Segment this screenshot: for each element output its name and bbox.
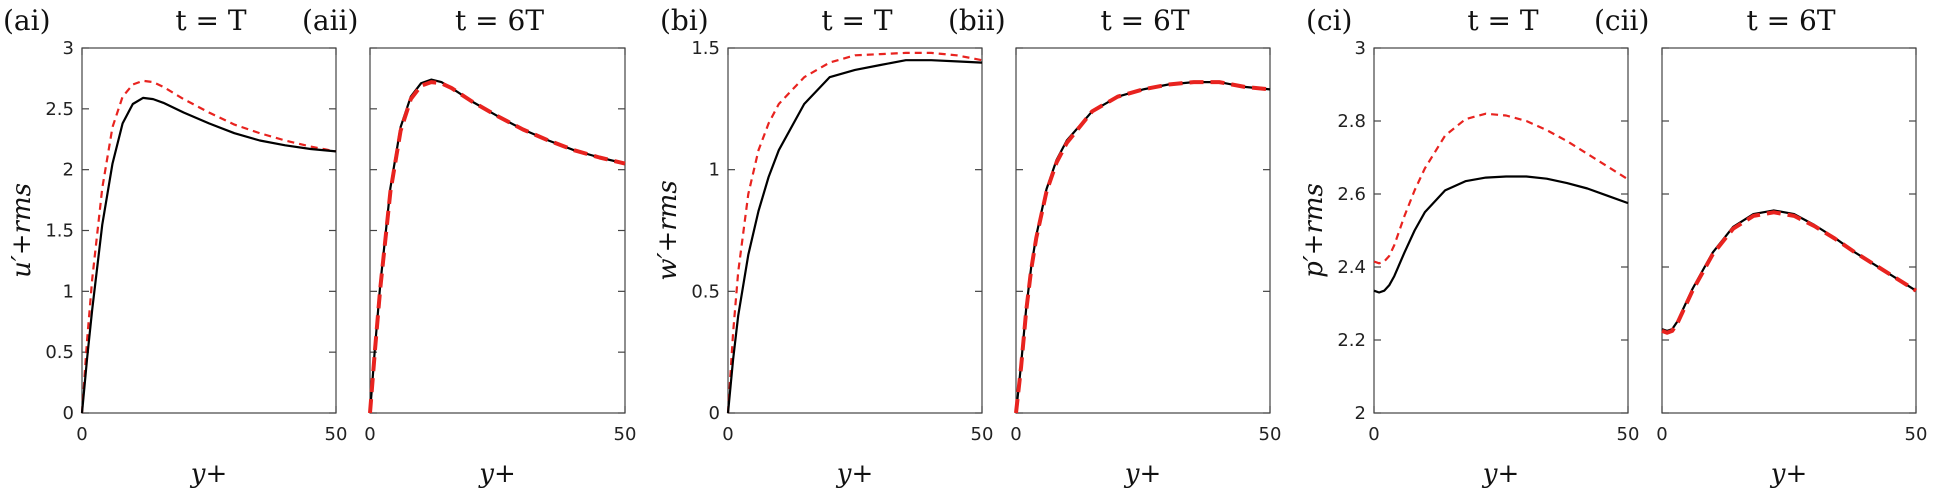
axes-box — [727, 47, 983, 414]
y-tick-label: 3 — [63, 38, 74, 59]
y-tick-label: 0 — [709, 403, 720, 424]
x-tick-label: 0 — [1368, 424, 1379, 445]
series-line-solid — [1373, 175, 1629, 294]
series-line-solid — [368, 78, 626, 414]
x-tick-label: 50 — [1617, 424, 1640, 445]
series-line-solid — [1661, 209, 1917, 332]
panel-2: 0 50 (aii) t = 6T y+ — [302, 4, 636, 489]
y-tick-label: 3 — [1355, 38, 1366, 59]
x-tick-label: 50 — [1259, 424, 1282, 445]
panel-title: t = T — [821, 4, 893, 37]
x-tick-label: 0 — [364, 424, 375, 445]
x-tick-label: 0 — [76, 424, 87, 445]
series-line-dashed — [1661, 210, 1918, 335]
y-tick-label: 2.4 — [1337, 257, 1366, 278]
y-axis-label: p′+rms — [1299, 183, 1329, 278]
y-tick-label: 0.5 — [691, 281, 720, 302]
x-tick-label: 50 — [325, 424, 348, 445]
panel-label: (bii) — [948, 4, 1006, 37]
series-line-dashed — [368, 80, 626, 414]
x-tick-label: 0 — [1656, 424, 1667, 445]
y-tick-label: 2.5 — [45, 99, 74, 120]
x-axis-label: y+ — [190, 459, 227, 489]
panel-5: 2 2.2 2.4 2.6 2.8 3 0 50 (ci) t = T y+ p′+rms — [1299, 4, 1639, 489]
y-axis-label: u′+rms — [7, 183, 37, 278]
panel-title: t = 6T — [1746, 4, 1835, 37]
x-tick-label: 50 — [614, 424, 637, 445]
series-line-dashed — [1373, 112, 1629, 265]
y-tick-label: 1.5 — [45, 221, 74, 242]
x-axis-label: y+ — [1770, 459, 1807, 489]
x-axis-label: y+ — [478, 459, 515, 489]
panel-3: 0 0.5 1 1.5 0 50 (bi) t = T y+ w′+rms — [653, 4, 993, 489]
panel-label: (ai) — [3, 4, 51, 37]
y-tick-label: 1 — [709, 160, 720, 181]
x-axis-label: y+ — [1482, 459, 1519, 489]
axes-box — [1373, 47, 1629, 414]
panel-label: (ci) — [1306, 4, 1352, 37]
x-tick-label: 50 — [971, 424, 994, 445]
panel-4: 0 50 (bii) t = 6T y+ — [948, 4, 1281, 489]
panel-label: (bi) — [660, 4, 709, 37]
y-tick-label: 2 — [1355, 403, 1366, 424]
series-line-dashed — [80, 79, 337, 414]
axes-box — [1661, 47, 1917, 414]
series-line-solid — [726, 59, 983, 414]
y-tick-label: 2.8 — [1337, 111, 1366, 132]
panel-title: t = 6T — [455, 4, 544, 37]
series-line-solid — [1014, 81, 1271, 414]
y-tick-label: 1 — [63, 281, 74, 302]
panel-label: (cii) — [1594, 4, 1649, 37]
y-tick-label: 0 — [63, 403, 74, 424]
x-axis-label: y+ — [836, 459, 873, 489]
y-tick-label: 1.5 — [691, 38, 720, 59]
panel-title: t = T — [175, 4, 247, 37]
series-line-dashed — [726, 51, 983, 414]
panel-6: 0 50 (cii) t = 6T y+ — [1594, 4, 1927, 489]
panel-label: (aii) — [302, 4, 358, 37]
y-tick-label: 2.2 — [1337, 330, 1366, 351]
y-axis-label: w′+rms — [653, 180, 683, 280]
x-axis-label: y+ — [1124, 459, 1161, 489]
x-tick-label: 0 — [1010, 424, 1021, 445]
x-tick-label: 0 — [722, 424, 733, 445]
panel-title: t = T — [1467, 4, 1539, 37]
y-tick-label: 2 — [63, 160, 74, 181]
y-tick-label: 0.5 — [45, 342, 74, 363]
axes-box — [1015, 47, 1271, 414]
panel-1: 0 0.5 1 1.5 2 2.5 3 0 50 (ai) t = T y+ u′+rms — [3, 4, 347, 489]
series-line-solid — [80, 96, 337, 414]
series-line-dashed — [1014, 80, 1271, 414]
y-tick-label: 2.6 — [1337, 184, 1366, 205]
x-tick-label: 50 — [1905, 424, 1928, 445]
panel-title: t = 6T — [1100, 4, 1189, 37]
